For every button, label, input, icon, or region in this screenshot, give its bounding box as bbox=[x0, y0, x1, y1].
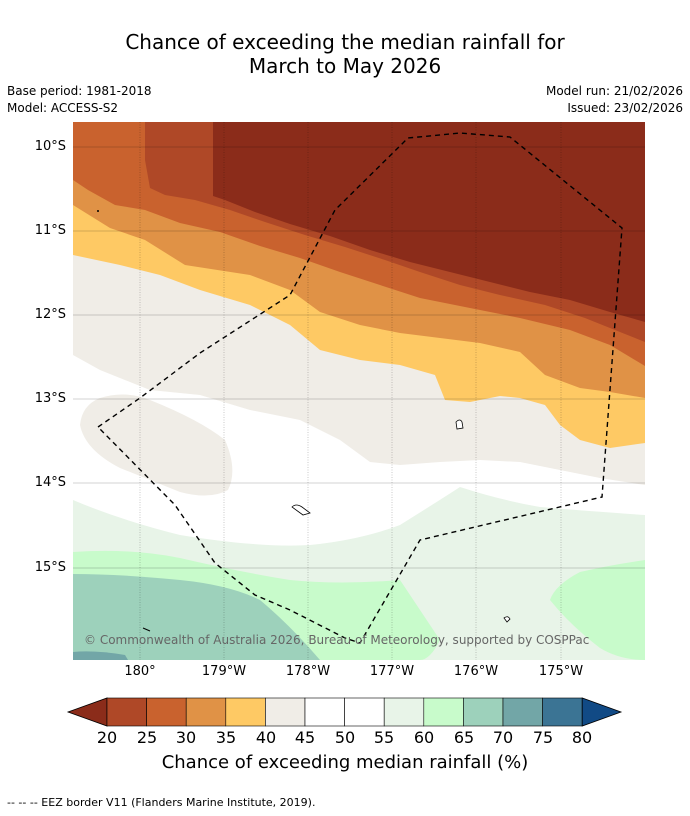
lon-label: 176°W bbox=[453, 664, 499, 679]
colorbar-segment bbox=[344, 697, 385, 727]
colorbar-segment bbox=[502, 697, 543, 727]
band-below-20 bbox=[213, 122, 645, 322]
colorbar-segment bbox=[146, 697, 187, 727]
colorbar-tick: 75 bbox=[532, 728, 554, 747]
colorbar-tick: 55 bbox=[373, 728, 395, 747]
colorbar-tick: 65 bbox=[453, 728, 475, 747]
colorbar-tick: 50 bbox=[334, 728, 356, 747]
colorbar-tick: 70 bbox=[492, 728, 514, 747]
map-title: Chance of exceeding the median rainfall … bbox=[0, 30, 690, 78]
island-icon bbox=[503, 616, 511, 623]
colorbar-segment bbox=[463, 697, 504, 727]
lat-label: 15°S bbox=[34, 560, 66, 575]
model-name: Model: ACCESS-S2 bbox=[7, 101, 119, 115]
lat-label: 13°S bbox=[34, 391, 66, 406]
lon-label: 179°W bbox=[201, 664, 247, 679]
colorbar-title: Chance of exceeding median rainfall (%) bbox=[161, 752, 529, 773]
model-run: Model run: 21/02/2026 bbox=[545, 84, 683, 98]
colorbar-segment bbox=[542, 697, 583, 727]
model-info: Base period: 1981-2018 Model: ACCESS-S2 bbox=[7, 83, 152, 117]
island-icon bbox=[97, 210, 99, 212]
eez-border bbox=[96, 132, 623, 644]
base-period: Base period: 1981-2018 bbox=[7, 84, 152, 98]
colorbar-tick: 60 bbox=[413, 728, 435, 747]
run-info: Model run: 21/02/2026 Issued: 23/02/2026 bbox=[546, 83, 683, 117]
eez-footnote: -- -- -- EEZ border V11 (Flanders Marine… bbox=[7, 796, 316, 809]
map-field bbox=[73, 122, 645, 660]
island-icon bbox=[455, 419, 464, 430]
title-line-1: Chance of exceeding the median rainfall … bbox=[125, 30, 565, 54]
colorbar bbox=[66, 697, 623, 727]
graticule bbox=[73, 122, 645, 660]
colorbar-segment bbox=[383, 697, 425, 727]
band-70-75 bbox=[73, 651, 128, 660]
band-60-65-east bbox=[550, 560, 645, 660]
band-65-70 bbox=[73, 574, 320, 660]
title-line-2: March to May 2026 bbox=[248, 54, 442, 78]
colorbar-extend-high bbox=[581, 697, 623, 727]
lon-label: 175°W bbox=[538, 664, 584, 679]
issued-date: Issued: 23/02/2026 bbox=[567, 101, 683, 115]
island-icon bbox=[291, 504, 311, 516]
lat-label: 14°S bbox=[34, 475, 66, 490]
colorbar-tick: 45 bbox=[294, 728, 316, 747]
colorbar-segment bbox=[423, 697, 464, 727]
colorbar-segment bbox=[265, 697, 306, 727]
colorbar-segment bbox=[304, 697, 345, 727]
colorbar-tick: 25 bbox=[136, 728, 158, 747]
colorbar-tick: 35 bbox=[215, 728, 237, 747]
copyright-notice: © Commonwealth of Australia 2026, Bureau… bbox=[84, 633, 590, 647]
lat-label: 11°S bbox=[34, 223, 66, 238]
lat-label: 12°S bbox=[34, 307, 66, 322]
lat-label: 10°S bbox=[34, 139, 66, 154]
colorbar-segment bbox=[225, 697, 266, 727]
colorbar-tick: 30 bbox=[175, 728, 197, 747]
colorbar-segment bbox=[106, 697, 147, 727]
colorbar-tick: 80 bbox=[571, 728, 593, 747]
lon-label: 178°W bbox=[285, 664, 331, 679]
colorbar-segment bbox=[185, 697, 227, 727]
island-icon bbox=[142, 627, 151, 632]
lon-label: 180° bbox=[124, 664, 156, 679]
colorbar-tick: 40 bbox=[255, 728, 277, 747]
band-40-45-blob bbox=[80, 394, 233, 496]
colorbar-extend-low bbox=[66, 697, 108, 727]
colorbar-tick: 20 bbox=[96, 728, 118, 747]
lon-label: 177°W bbox=[369, 664, 415, 679]
